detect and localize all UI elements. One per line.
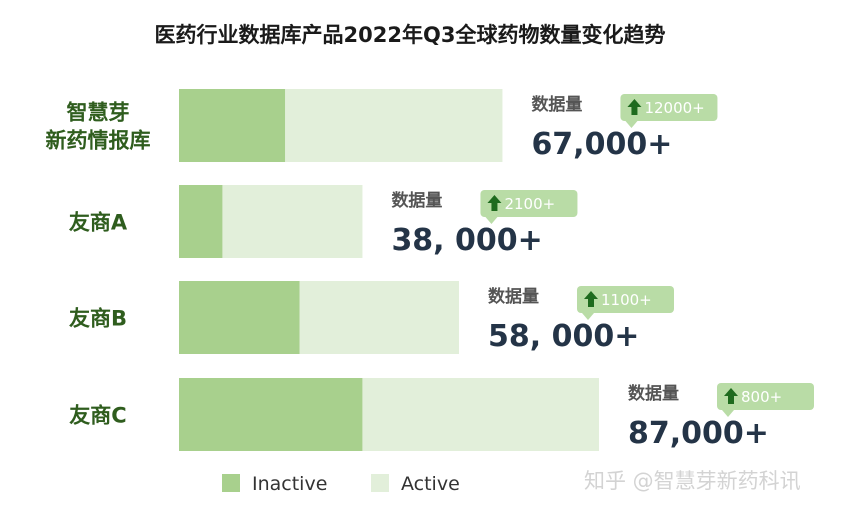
- increment-value: 1100+: [601, 291, 652, 309]
- badge-pointer: [722, 410, 734, 417]
- total-label: 数据量: [391, 190, 442, 211]
- legend-label: Active: [401, 473, 460, 495]
- category-label: 友商A: [69, 211, 128, 235]
- increment-badge: [577, 286, 674, 313]
- increment-value: 12000+: [644, 99, 704, 117]
- legend-swatch: [371, 474, 389, 492]
- increment-badge: [620, 94, 718, 121]
- bar-active: [299, 281, 459, 354]
- arrow-up-icon: [627, 99, 642, 115]
- total-value: 38, 000+: [391, 223, 542, 258]
- total-value: 67,000+: [531, 127, 672, 162]
- total-label: 数据量: [488, 286, 539, 307]
- category-label: 友商C: [69, 404, 126, 428]
- legend: Inactive Active: [222, 473, 460, 495]
- legend-item-0: Inactive: [222, 473, 327, 495]
- chart-title: 医药行业数据库产品2022年Q3全球药物数量变化趋势: [155, 23, 666, 47]
- badge-pointer: [625, 121, 638, 128]
- legend-item-1: Active: [371, 473, 460, 495]
- legend-label: Inactive: [252, 473, 327, 495]
- total-value: 87,000+: [628, 416, 769, 451]
- total-label: 数据量: [628, 383, 679, 404]
- increment-value: 2100+: [504, 195, 555, 213]
- arrow-up-icon: [724, 388, 738, 404]
- category-label: 智慧芽: [67, 101, 130, 125]
- badge-pointer: [582, 313, 594, 320]
- bar-active: [362, 378, 599, 451]
- bar-inactive: [179, 281, 300, 354]
- total-value: 58, 000+: [488, 319, 639, 354]
- increment-badge: [717, 383, 814, 410]
- row-2: 友商B 数据量 58, 000+ 1100+: [69, 281, 674, 354]
- bar-inactive: [179, 185, 223, 258]
- increment-badge: [480, 190, 578, 217]
- category-label: 新药情报库: [46, 129, 151, 153]
- legend-swatch: [222, 474, 240, 492]
- badge-pointer: [485, 217, 498, 224]
- total-label: 数据量: [531, 94, 582, 115]
- bar-active: [285, 89, 503, 162]
- increment-value: 800+: [741, 388, 782, 406]
- bar-active: [222, 185, 363, 258]
- bar-inactive: [179, 378, 363, 451]
- row-1: 友商A 数据量 38, 000+ 2100+: [69, 185, 578, 258]
- arrow-up-icon: [487, 195, 502, 211]
- arrow-up-icon: [584, 291, 598, 307]
- category-label: 友商B: [69, 307, 127, 331]
- row-3: 友商C 数据量 87,000+ 800+: [69, 378, 814, 451]
- watermark: 知乎 @智慧芽新药科讯: [584, 469, 801, 493]
- bar-inactive: [179, 89, 286, 162]
